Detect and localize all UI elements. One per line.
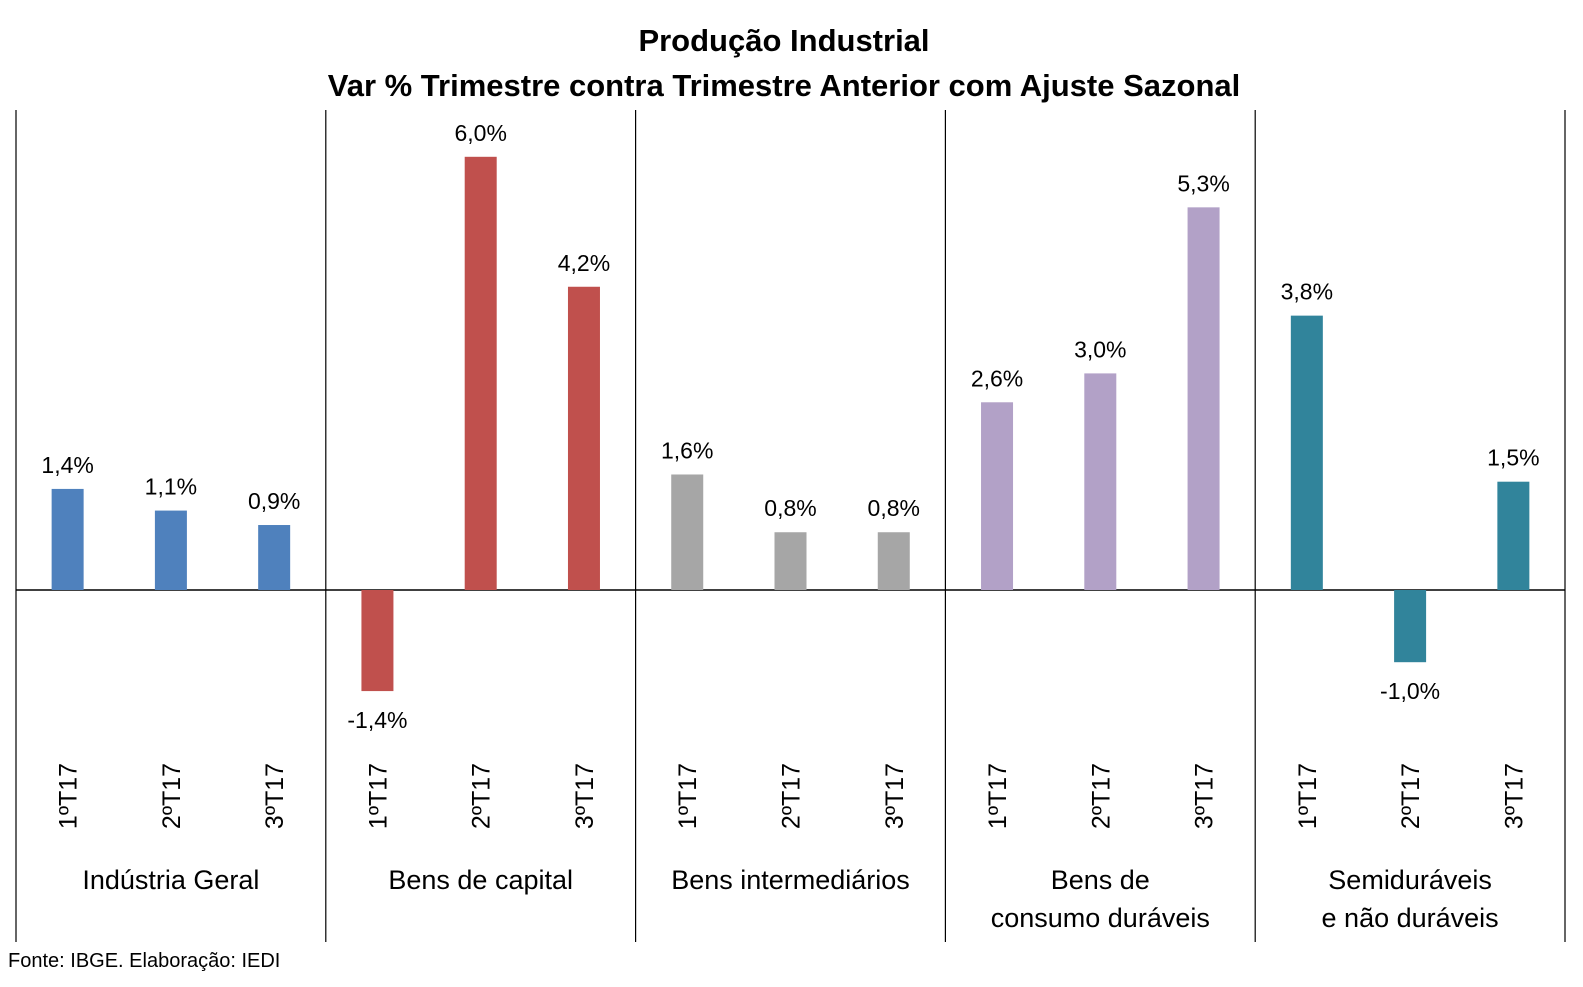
chart-title-line-1: Produção Industrial <box>638 23 929 58</box>
value-label-1-2: 4,2% <box>558 250 610 276</box>
bars <box>51 156 1530 692</box>
bar-3-1 <box>1084 373 1117 590</box>
group-label-3-0: Bens de <box>1051 865 1150 895</box>
bar-4-1 <box>1394 590 1427 663</box>
bar-2-2 <box>877 532 910 590</box>
value-label-0-2: 0,9% <box>248 488 300 514</box>
tick-label-4-0: 1ºT17 <box>1294 763 1322 829</box>
tick-label-0-0: 1ºT17 <box>55 763 83 829</box>
value-label-0-0: 1,4% <box>41 452 93 478</box>
value-label-3-1: 3,0% <box>1074 336 1126 362</box>
group-label-0-0: Indústria Geral <box>82 865 259 895</box>
tick-label-0-1: 2ºT17 <box>158 763 186 829</box>
value-label-1-1: 6,0% <box>454 120 506 146</box>
value-label-4-0: 3,8% <box>1281 279 1333 305</box>
tick-label-1-1: 2ºT17 <box>468 763 496 829</box>
group-label-1-0: Bens de capital <box>388 865 573 895</box>
tick-label-4-2: 3ºT17 <box>1500 763 1528 829</box>
tick-label-3-1: 2ºT17 <box>1087 763 1115 829</box>
bar-1-0 <box>361 590 394 692</box>
tick-label-1-0: 1ºT17 <box>364 763 392 829</box>
group-label-4-1: e não duráveis <box>1322 903 1499 933</box>
bar-4-2 <box>1497 481 1530 590</box>
bar-3-0 <box>981 402 1014 590</box>
bar-3-2 <box>1187 207 1220 590</box>
source-note: Fonte: IBGE. Elaboração: IEDI <box>8 950 280 972</box>
group-label-3-1: consumo duráveis <box>991 903 1210 933</box>
tick-label-3-0: 1ºT17 <box>984 763 1012 829</box>
bar-2-0 <box>671 474 704 590</box>
tick-label-4-1: 2ºT17 <box>1397 763 1425 829</box>
value-label-2-1: 0,8% <box>764 495 816 521</box>
bar-0-1 <box>154 510 187 590</box>
value-label-2-0: 1,6% <box>661 437 713 463</box>
tick-label-2-2: 3ºT17 <box>881 763 909 829</box>
tick-label-0-2: 3ºT17 <box>261 763 289 829</box>
group-labels: Indústria Geral Bens de capital Bens inter… <box>82 865 1498 933</box>
value-label-3-0: 2,6% <box>971 365 1023 391</box>
bar-2-1 <box>774 532 807 590</box>
value-labels: 1,4% 1,1% 0,9% -1,4% 6,0% 4,2% 1,6% 0,8% 0,8% 2,6… <box>41 120 1539 733</box>
group-label-4-0: Semiduráveis <box>1328 865 1492 895</box>
tick-label-2-1: 2ºT17 <box>778 763 806 829</box>
value-label-0-1: 1,1% <box>145 474 197 500</box>
group-separators <box>15 110 1566 942</box>
tick-label-2-0: 1ºT17 <box>674 763 702 829</box>
value-label-4-1: -1,0% <box>1380 678 1440 704</box>
tick-label-3-2: 3ºT17 <box>1191 763 1219 829</box>
value-label-4-2: 1,5% <box>1487 445 1539 471</box>
bar-0-0 <box>51 488 84 590</box>
chart-title-line-2: Var % Trimestre contra Trimestre Anterio… <box>328 68 1241 103</box>
tick-labels: 1ºT17 2ºT17 3ºT17 1ºT17 2ºT17 3ºT17 1ºT17 2ºT17… <box>55 763 1529 829</box>
value-label-2-2: 0,8% <box>868 495 920 521</box>
value-label-1-0: -1,4% <box>347 707 407 733</box>
bar-1-1 <box>464 156 497 591</box>
bar-0-2 <box>258 525 291 590</box>
value-label-3-2: 5,3% <box>1177 170 1229 196</box>
group-label-2-0: Bens intermediários <box>671 865 910 895</box>
bar-4-0 <box>1290 315 1323 590</box>
tick-label-1-2: 3ºT17 <box>571 763 599 829</box>
bar-1-2 <box>567 286 600 590</box>
